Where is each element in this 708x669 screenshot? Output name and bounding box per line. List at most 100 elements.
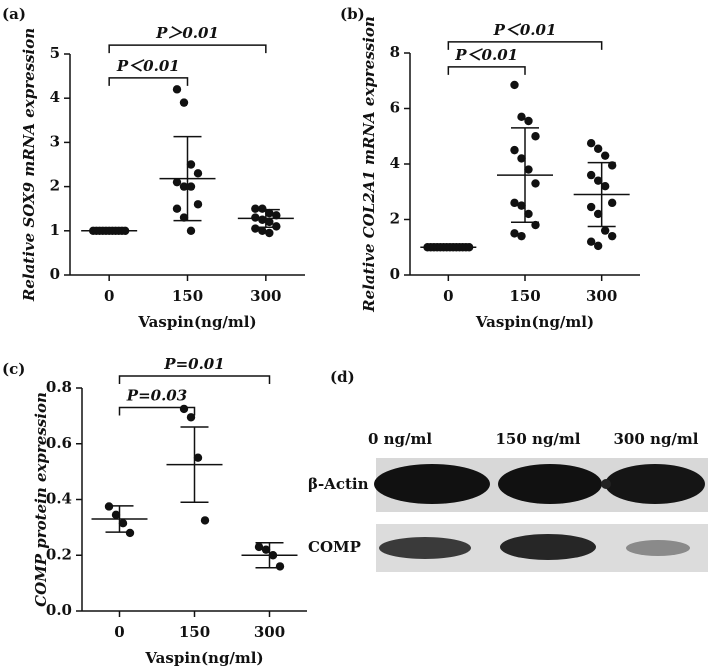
data-point [607, 231, 617, 241]
data-point [193, 453, 203, 462]
significance-bracket [447, 41, 603, 50]
data-point [258, 226, 267, 235]
x-tick-label: 300 [250, 287, 281, 305]
data-point [265, 228, 274, 238]
y-tick-label: 0.0 [46, 601, 72, 619]
data-point [517, 201, 526, 210]
data-point [186, 226, 196, 235]
significance-label: P＞0.01 [155, 24, 219, 42]
significance-bracket [118, 406, 196, 416]
significance-label: P＜0.01 [454, 46, 518, 64]
data-point [275, 562, 285, 571]
y-axis-label: Relative COL2A1 mRNA expression [360, 16, 378, 313]
x-axis-label: Vaspin(ng/ml) [137, 313, 256, 331]
y-tick-label: 0.2 [46, 545, 72, 563]
data-point [593, 209, 603, 219]
data-point [600, 226, 610, 235]
data-point [586, 202, 596, 212]
y-tick-label: 8 [390, 43, 400, 61]
data-point [531, 132, 540, 141]
row-label: COMP [308, 538, 361, 556]
data-point [254, 542, 264, 552]
data-point [179, 182, 189, 191]
panel-label: (c) [2, 360, 25, 378]
significance-bracket [118, 375, 271, 385]
y-tick-label: 2 [390, 210, 400, 228]
y-tick-label: 0 [50, 265, 60, 283]
data-point [258, 204, 267, 213]
data-point [531, 179, 540, 188]
data-point [607, 198, 617, 208]
x-axis-label: Vaspin(ng/ml) [144, 649, 263, 667]
data-point [261, 545, 271, 554]
panel-label: (a) [2, 5, 26, 23]
x-tick-label: 150 [509, 287, 540, 305]
significance-label: P＜0.01 [116, 57, 180, 75]
data-point [593, 176, 603, 185]
y-tick-label: 4 [50, 88, 60, 106]
row-label: β-Actin [308, 475, 369, 493]
data-point [186, 182, 196, 191]
x-axis-label: Vaspin(ng/ml) [475, 313, 594, 331]
data-point [200, 516, 210, 525]
data-point [172, 204, 182, 213]
x-tick-label: 0 [114, 623, 124, 641]
data-point [524, 165, 533, 174]
data-point [272, 222, 281, 231]
data-point [172, 177, 182, 187]
data-point [179, 404, 189, 414]
significance-label: P＜0.01 [493, 21, 557, 39]
data-point [265, 217, 274, 227]
significance-bracket [447, 66, 526, 75]
data-point [258, 215, 267, 224]
data-point [251, 204, 260, 213]
data-point [179, 213, 189, 222]
data-point [517, 231, 526, 241]
x-tick-label: 0 [104, 287, 114, 305]
significance-label: P=0.03 [126, 387, 187, 405]
data-point [510, 198, 519, 208]
data-point [593, 241, 603, 251]
data-point [186, 160, 196, 169]
x-tick-label: 150 [172, 287, 203, 305]
data-point [510, 229, 519, 238]
y-tick-label: 0.4 [46, 490, 72, 508]
y-tick-label: 1 [50, 221, 60, 239]
significance-label: P=0.01 [163, 355, 224, 373]
data-point [272, 211, 281, 220]
column-label: 0 ng/ml [368, 430, 432, 448]
data-point [179, 98, 189, 107]
data-point [593, 144, 603, 153]
data-point [125, 528, 135, 538]
data-point [524, 116, 533, 126]
data-point [111, 510, 121, 520]
data-point [600, 151, 610, 160]
panel-label: (b) [340, 5, 365, 23]
x-tick-label: 300 [254, 623, 285, 641]
x-tick-label: 0 [443, 287, 453, 305]
data-point [186, 413, 196, 422]
x-tick-label: 300 [586, 287, 617, 305]
data-point [586, 170, 596, 180]
data-point [517, 154, 526, 163]
y-tick-label: 2 [50, 177, 60, 195]
column-label: 300 ng/ml [614, 430, 699, 448]
column-label: 150 ng/ml [496, 430, 581, 448]
x-tick-label: 150 [179, 623, 210, 641]
data-point [600, 182, 610, 191]
y-axis-label: Relative SOX9 mRNA expression [20, 28, 38, 302]
significance-bracket [108, 44, 267, 54]
data-point [524, 209, 533, 219]
y-axis-label: COMP protein expression [32, 392, 50, 607]
data-point [586, 138, 596, 148]
panel-label: (d) [330, 368, 355, 386]
data-point [265, 208, 274, 218]
blot-image [374, 458, 708, 572]
data-point [586, 237, 596, 246]
y-tick-label: 0 [390, 265, 400, 283]
data-point [517, 112, 526, 122]
data-point [510, 80, 519, 90]
data-point [251, 224, 260, 233]
y-tick-label: 0.6 [46, 434, 72, 452]
